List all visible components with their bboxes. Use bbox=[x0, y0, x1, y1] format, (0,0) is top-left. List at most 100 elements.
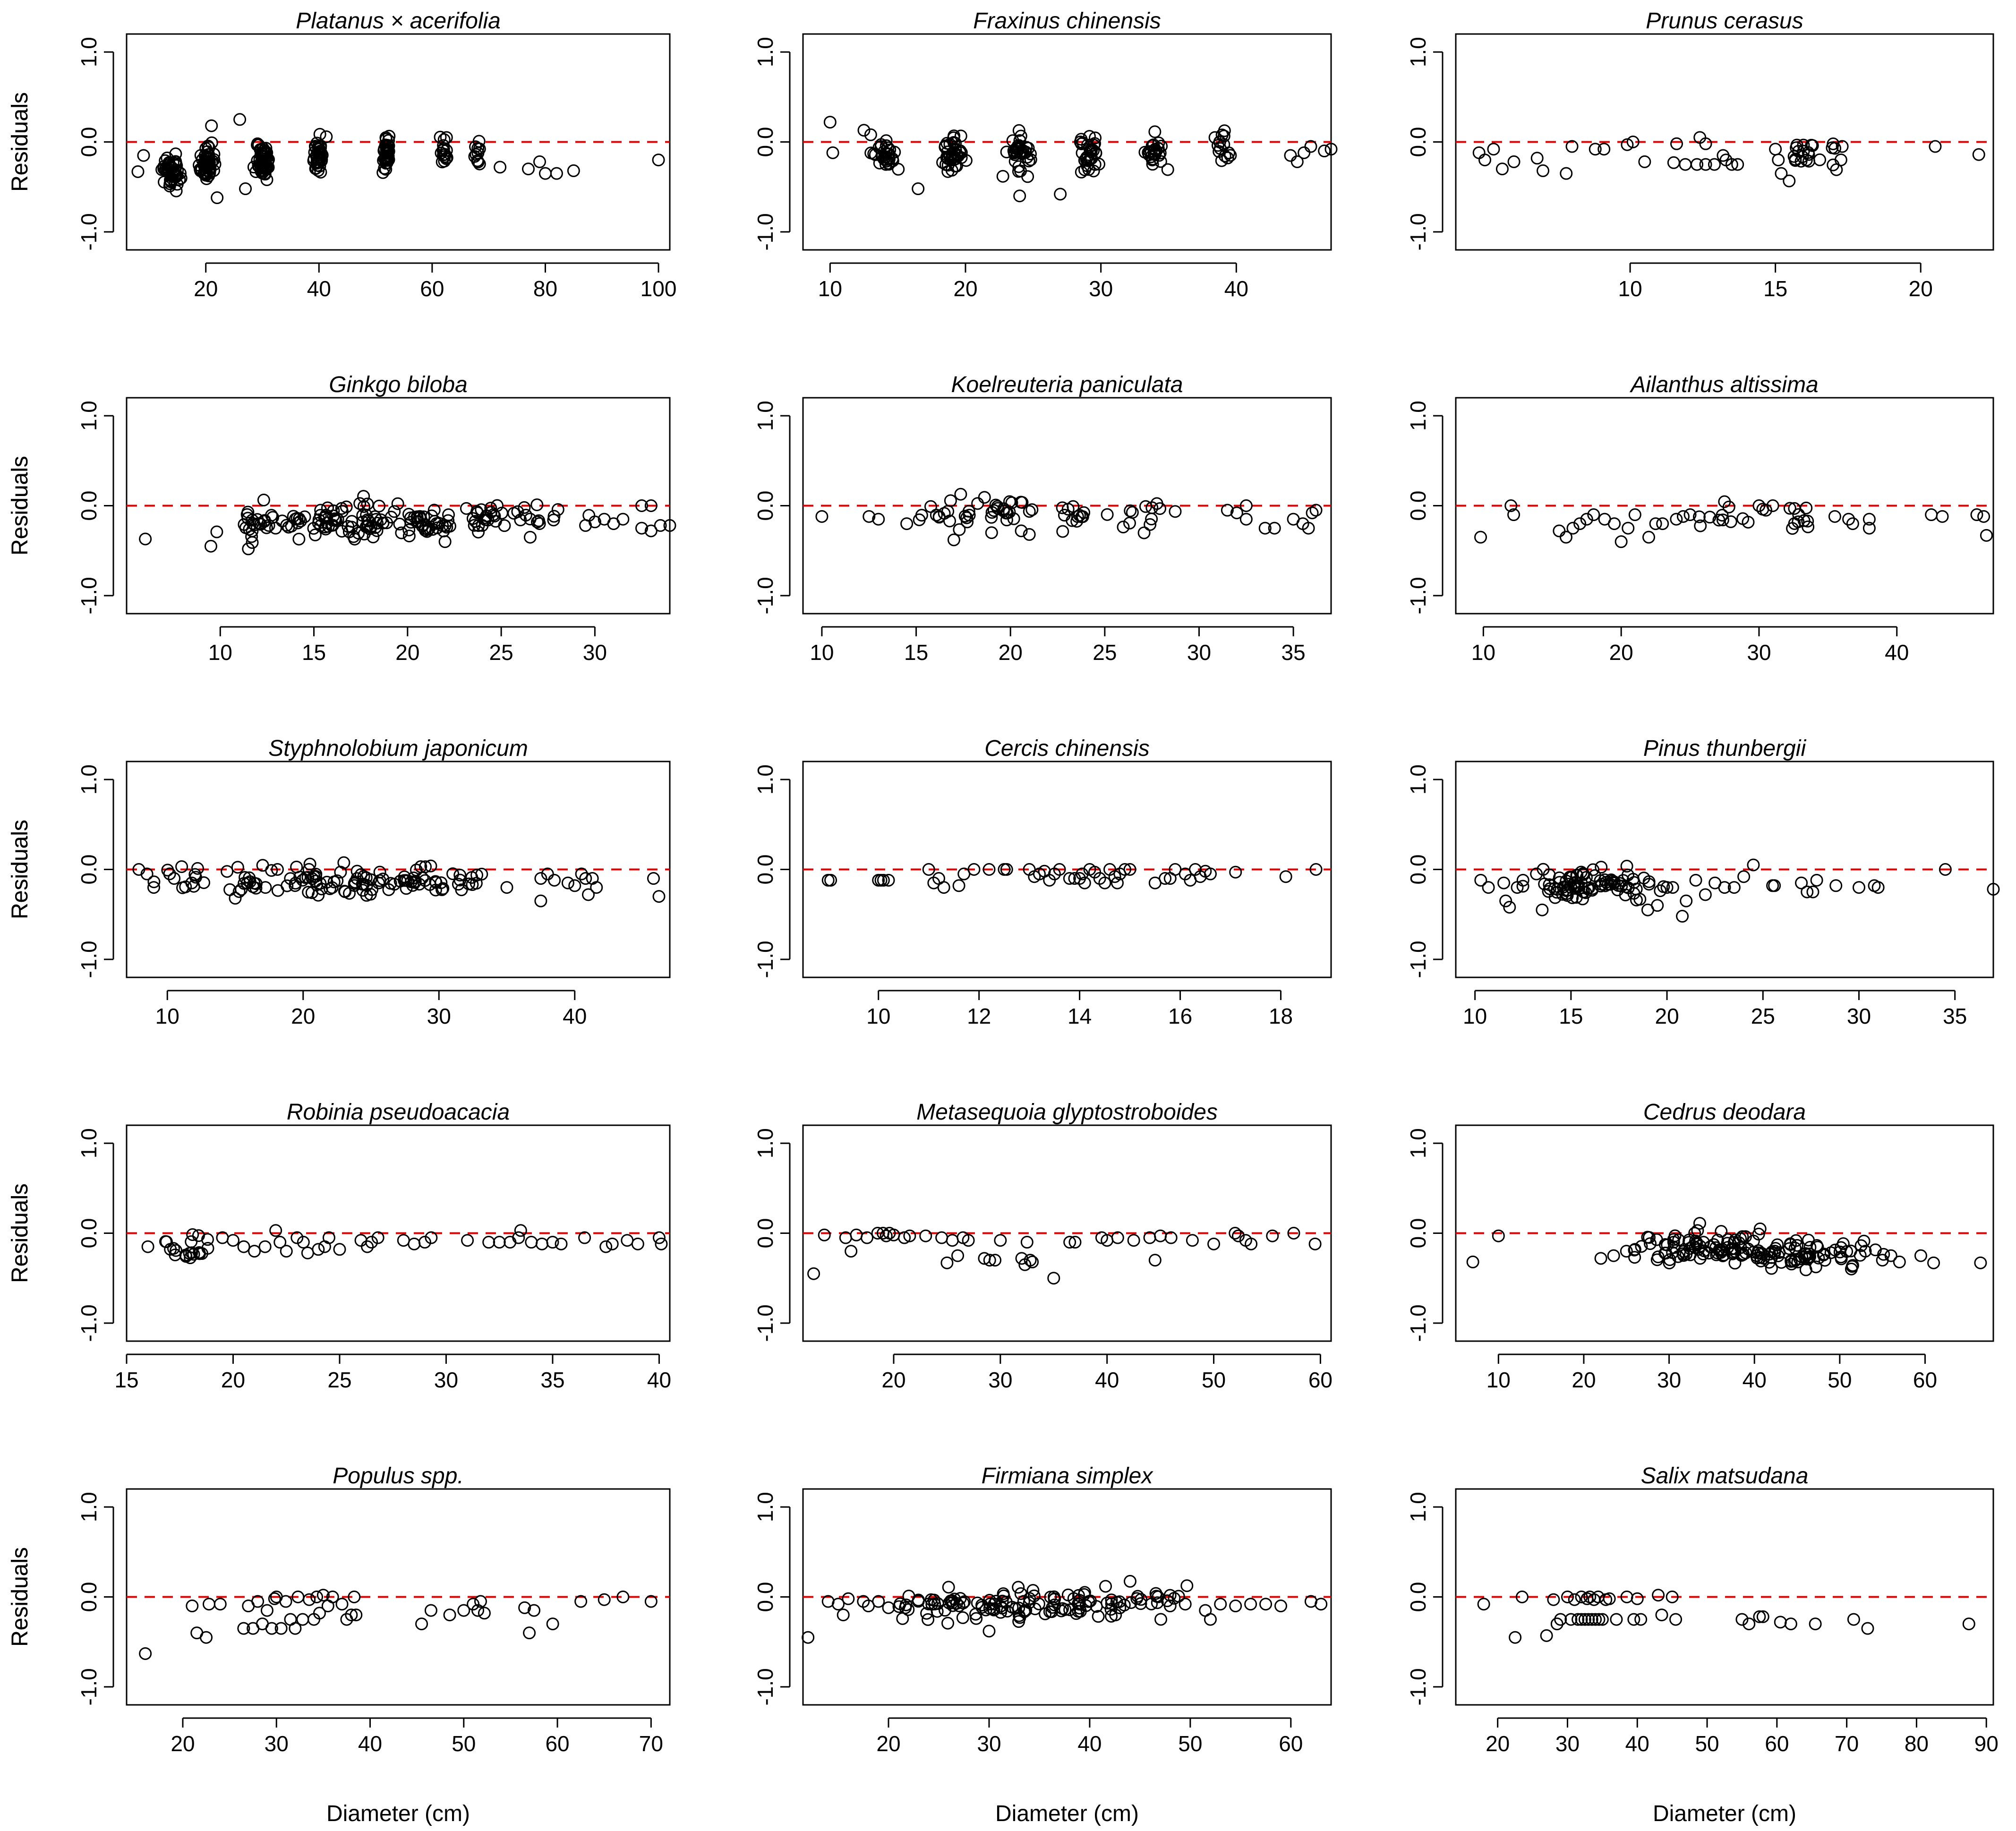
data-point bbox=[188, 868, 202, 881]
data-point bbox=[1679, 158, 1692, 171]
y-axis: -1.0 0.0 1.0 bbox=[753, 37, 791, 251]
data-point bbox=[1829, 879, 1843, 892]
data-point bbox=[1063, 1236, 1076, 1249]
data-point bbox=[1735, 1613, 1749, 1626]
data-point bbox=[894, 1597, 907, 1610]
data-point bbox=[1556, 888, 1569, 901]
data-point bbox=[1628, 1243, 1641, 1256]
data-point bbox=[1716, 509, 1729, 522]
data-point bbox=[241, 505, 255, 519]
data-point bbox=[1560, 167, 1573, 180]
data-point bbox=[261, 160, 274, 173]
data-points bbox=[815, 488, 1323, 547]
data-point bbox=[948, 129, 961, 143]
data-point bbox=[1795, 876, 1808, 890]
data-point bbox=[339, 885, 352, 898]
data-points bbox=[1474, 495, 1993, 548]
y-axis: -1.0 0.0 1.0 bbox=[753, 1128, 791, 1342]
x-tick-label: 10 bbox=[866, 1004, 890, 1028]
data-point bbox=[434, 130, 447, 144]
data-point bbox=[201, 1241, 214, 1255]
data-point bbox=[1802, 1233, 1815, 1247]
data-point bbox=[1161, 163, 1174, 176]
data-point bbox=[1105, 1597, 1118, 1610]
data-point bbox=[397, 1234, 410, 1247]
y-tick-label: 1.0 bbox=[77, 1128, 101, 1158]
data-point bbox=[511, 505, 524, 518]
data-point bbox=[478, 1607, 491, 1620]
data-point bbox=[416, 520, 429, 533]
data-point bbox=[1813, 153, 1827, 166]
y-tick-label: 1.0 bbox=[753, 764, 777, 795]
data-point bbox=[1783, 502, 1796, 515]
data-point bbox=[1853, 881, 1865, 894]
data-point bbox=[404, 875, 418, 889]
data-point bbox=[1298, 146, 1311, 159]
data-point bbox=[946, 1234, 959, 1247]
data-point bbox=[482, 1236, 495, 1249]
data-point bbox=[1580, 513, 1593, 526]
data-point bbox=[654, 519, 667, 532]
x-tick-label: 20 bbox=[395, 640, 419, 665]
data-point bbox=[1014, 1587, 1027, 1600]
panel-12: Cedrus deodara -1.0 0.0 1.0 Residuals 10 20 30 4… bbox=[8, 1100, 1994, 1392]
data-point bbox=[1737, 870, 1751, 883]
data-point bbox=[1783, 174, 1796, 188]
data-point bbox=[1809, 1617, 1822, 1631]
data-point bbox=[185, 1235, 198, 1249]
data-point bbox=[1047, 1272, 1060, 1285]
data-point bbox=[880, 139, 893, 152]
data-point bbox=[1790, 1239, 1803, 1252]
data-point bbox=[1559, 530, 1572, 544]
data-point bbox=[864, 128, 877, 141]
data-point bbox=[1731, 158, 1744, 171]
x-axis: 20 40 60 80 100 bbox=[194, 262, 676, 301]
y-tick-label: -1.0 bbox=[77, 577, 101, 614]
data-point bbox=[1929, 140, 1942, 153]
data-point bbox=[1492, 1229, 1505, 1242]
data-point bbox=[1229, 1600, 1242, 1613]
data-points bbox=[131, 113, 665, 205]
data-point bbox=[229, 891, 242, 905]
data-point bbox=[924, 500, 937, 513]
data-point bbox=[1817, 1249, 1830, 1262]
data-point bbox=[887, 1228, 900, 1241]
data-point bbox=[1547, 1593, 1560, 1606]
data-point bbox=[1595, 861, 1608, 874]
data-point bbox=[1670, 137, 1683, 150]
x-tick-label: 18 bbox=[1269, 1004, 1293, 1028]
data-points bbox=[141, 1224, 668, 1265]
x-tick-label: 60 bbox=[1308, 1368, 1333, 1392]
data-point bbox=[1650, 1233, 1663, 1246]
data-point bbox=[466, 512, 479, 525]
data-point bbox=[1089, 131, 1102, 145]
data-point bbox=[442, 514, 455, 527]
data-point bbox=[1621, 868, 1634, 881]
data-point bbox=[1148, 1254, 1162, 1267]
data-point bbox=[1568, 1593, 1581, 1606]
data-point bbox=[470, 877, 483, 890]
data-point bbox=[1708, 158, 1721, 171]
data-point bbox=[333, 1243, 346, 1256]
data-point bbox=[1077, 506, 1091, 519]
x-tick-label: 10 bbox=[155, 1004, 179, 1028]
data-point bbox=[1144, 518, 1157, 531]
x-tick-label: 15 bbox=[904, 640, 928, 665]
data-point bbox=[438, 535, 452, 548]
data-point bbox=[1504, 499, 1518, 512]
data-point bbox=[970, 1612, 983, 1625]
data-point bbox=[1026, 1255, 1039, 1268]
data-point bbox=[1939, 863, 1952, 876]
data-point bbox=[232, 885, 246, 898]
data-point bbox=[954, 488, 967, 501]
panel-title: Cercis chinensis bbox=[984, 736, 1149, 761]
data-point bbox=[303, 1593, 316, 1606]
data-point bbox=[357, 490, 370, 503]
data-point bbox=[1105, 1593, 1118, 1607]
data-point bbox=[533, 155, 546, 168]
y-tick-label: 0.0 bbox=[1406, 491, 1430, 521]
x-tick-label: 10 bbox=[818, 276, 842, 301]
data-point bbox=[408, 511, 421, 524]
data-point bbox=[365, 1236, 378, 1249]
data-point bbox=[186, 1600, 199, 1613]
